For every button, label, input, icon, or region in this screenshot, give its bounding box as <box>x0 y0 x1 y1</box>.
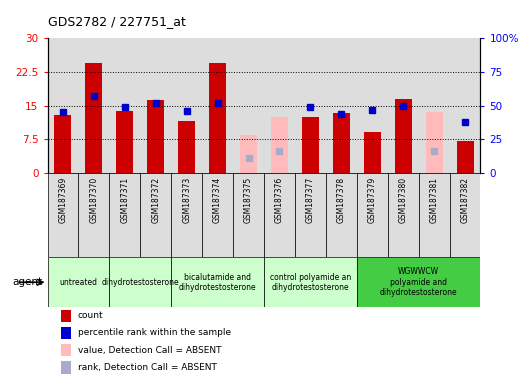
Bar <box>233 173 264 257</box>
Bar <box>357 38 388 173</box>
Bar <box>333 113 350 173</box>
Text: GSM187382: GSM187382 <box>460 177 469 223</box>
Text: count: count <box>78 311 103 320</box>
Text: GSM187377: GSM187377 <box>306 177 315 223</box>
Text: GSM187371: GSM187371 <box>120 177 129 223</box>
Text: value, Detection Call = ABSENT: value, Detection Call = ABSENT <box>78 346 221 354</box>
Bar <box>419 173 449 257</box>
Bar <box>178 121 195 173</box>
Bar <box>302 117 319 173</box>
Text: GSM187375: GSM187375 <box>244 177 253 223</box>
Bar <box>388 173 419 257</box>
Text: control polyamide an
dihydrotestosterone: control polyamide an dihydrotestosterone <box>270 273 351 292</box>
Text: bicalutamide and
dihydrotestosterone: bicalutamide and dihydrotestosterone <box>179 273 257 292</box>
Text: WGWWCW
polyamide and
dihydrotestosterone: WGWWCW polyamide and dihydrotestosterone <box>380 267 457 297</box>
Bar <box>171 38 202 173</box>
Text: GSM187379: GSM187379 <box>367 177 377 223</box>
Bar <box>147 100 164 173</box>
Bar <box>86 63 102 173</box>
Text: percentile rank within the sample: percentile rank within the sample <box>78 328 231 337</box>
Bar <box>48 257 109 307</box>
Bar <box>271 117 288 173</box>
Bar <box>449 173 480 257</box>
Text: GSM187373: GSM187373 <box>182 177 191 223</box>
Bar <box>326 173 357 257</box>
Text: GSM187374: GSM187374 <box>213 177 222 223</box>
Bar <box>202 173 233 257</box>
Bar <box>79 173 109 257</box>
Bar <box>171 257 264 307</box>
Bar <box>109 173 140 257</box>
Bar <box>295 173 326 257</box>
Bar <box>202 38 233 173</box>
Text: GDS2782 / 227751_at: GDS2782 / 227751_at <box>48 15 185 28</box>
Bar <box>457 141 474 173</box>
Bar <box>357 173 388 257</box>
Text: GSM187370: GSM187370 <box>89 177 98 223</box>
Bar <box>264 257 357 307</box>
Text: dihydrotestosterone: dihydrotestosterone <box>101 278 179 287</box>
Text: rank, Detection Call = ABSENT: rank, Detection Call = ABSENT <box>78 363 216 372</box>
Bar <box>48 173 79 257</box>
Bar <box>209 63 226 173</box>
Text: GSM187369: GSM187369 <box>59 177 68 223</box>
Bar <box>61 361 71 374</box>
Bar <box>171 173 202 257</box>
Text: untreated: untreated <box>60 278 98 287</box>
Bar <box>233 38 264 173</box>
Bar <box>240 135 257 173</box>
Bar <box>109 257 171 307</box>
Bar <box>295 38 326 173</box>
Bar <box>357 257 480 307</box>
Bar <box>140 173 171 257</box>
Bar <box>326 38 357 173</box>
Bar <box>79 38 109 173</box>
Bar <box>48 38 79 173</box>
Bar <box>140 38 171 173</box>
Bar <box>394 99 412 173</box>
Bar <box>116 111 134 173</box>
Bar <box>54 114 71 173</box>
Bar <box>449 38 480 173</box>
Text: GSM187376: GSM187376 <box>275 177 284 223</box>
Text: agent: agent <box>12 277 42 287</box>
Bar <box>388 38 419 173</box>
Bar <box>426 112 442 173</box>
Text: GSM187381: GSM187381 <box>430 177 439 223</box>
Bar <box>264 173 295 257</box>
Text: GSM187372: GSM187372 <box>151 177 161 223</box>
Text: GSM187380: GSM187380 <box>399 177 408 223</box>
Bar <box>364 132 381 173</box>
Text: GSM187378: GSM187378 <box>337 177 346 223</box>
Bar <box>109 38 140 173</box>
Bar <box>61 344 71 356</box>
Bar <box>419 38 449 173</box>
Bar <box>61 327 71 339</box>
Bar <box>264 38 295 173</box>
Bar <box>61 310 71 322</box>
